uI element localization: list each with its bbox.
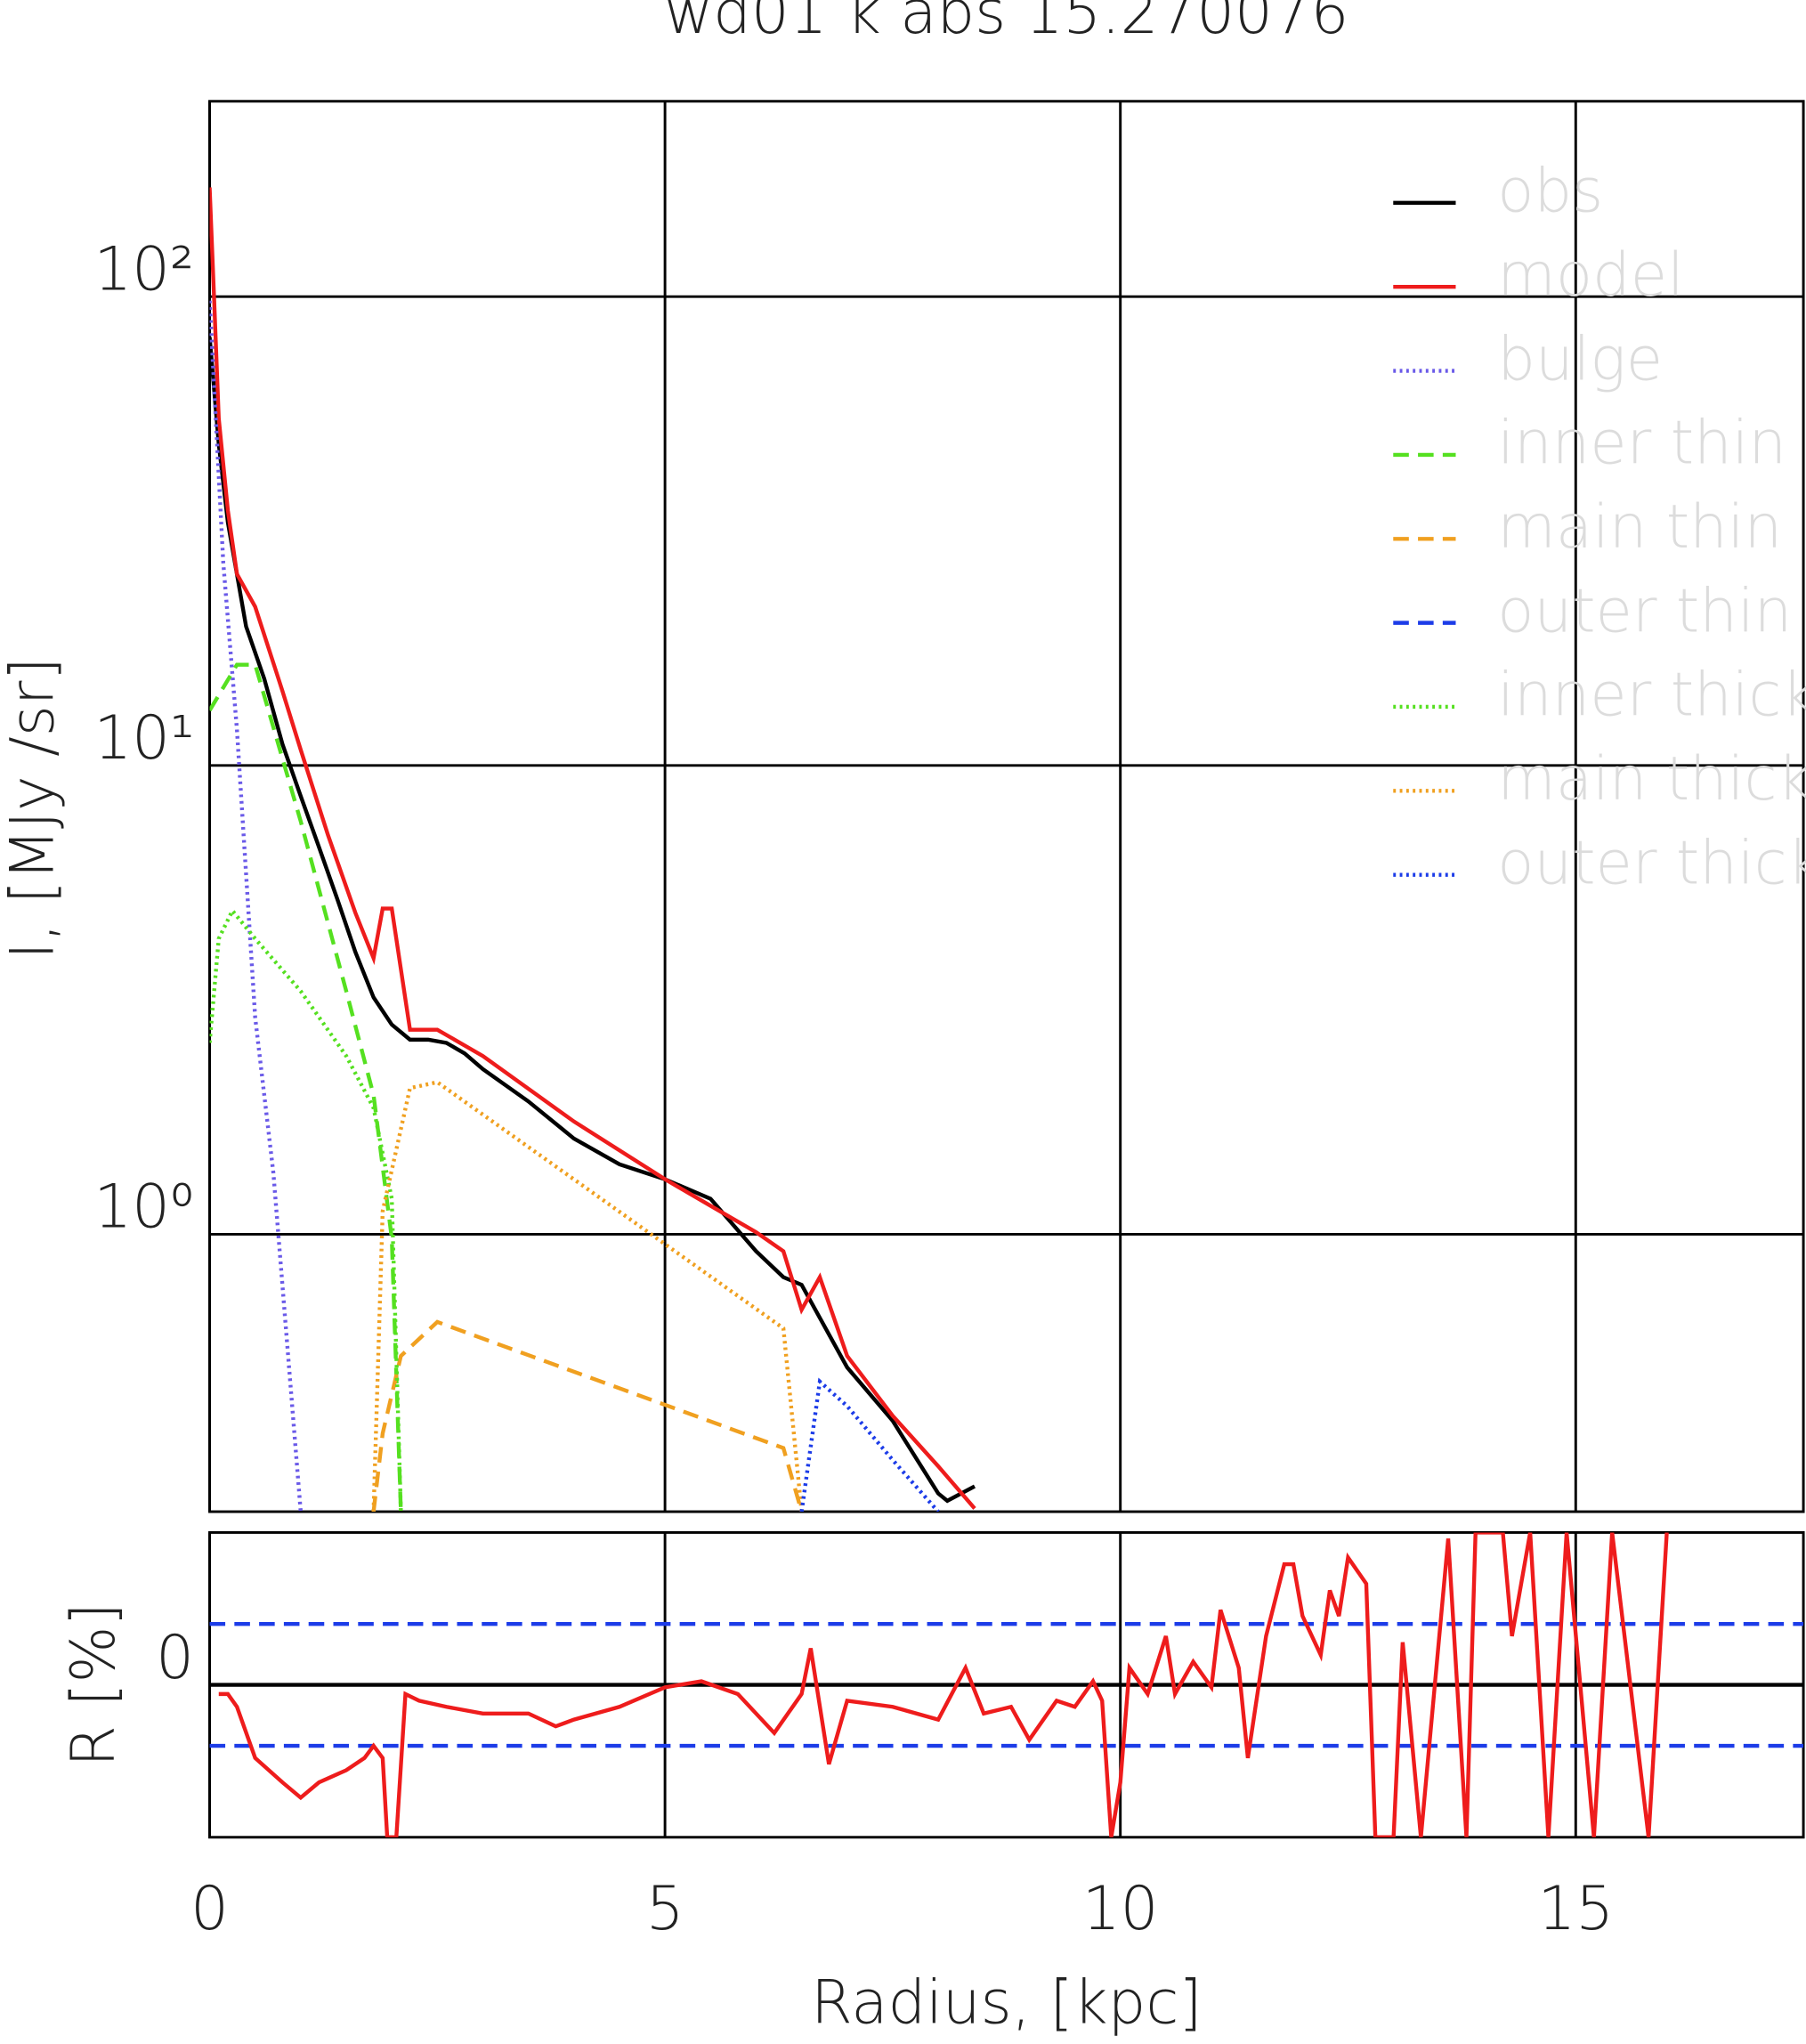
residual-line: [218, 1532, 1669, 1837]
x-tick-label: 10: [1082, 1874, 1159, 1943]
y-axis-label: I, [MJy /sr]: [0, 657, 67, 960]
series-line: [209, 300, 304, 1513]
x-tick-label: 0: [190, 1874, 229, 1943]
series-line: [209, 906, 403, 1513]
series-line: [209, 662, 403, 1513]
y-tick-label: 0: [156, 1623, 194, 1692]
y-tick-label: 10²: [93, 234, 194, 304]
plot-area: [218, 1532, 1669, 1837]
series-line: [209, 187, 976, 1510]
y-tick-label: 10¹: [93, 703, 194, 773]
plot-area: [209, 187, 976, 1513]
legend-label: outer thick: [1497, 828, 1806, 897]
x-axis-label: Radius, [kpc]: [811, 1967, 1203, 2037]
legend-label: bulge: [1497, 324, 1663, 393]
legend-label: model: [1497, 240, 1684, 310]
legend-label: inner thick: [1497, 661, 1806, 730]
legend-label: outer thin: [1497, 576, 1792, 645]
x-tick-label: 15: [1537, 1874, 1614, 1943]
x-tick-label: 5: [646, 1874, 684, 1943]
legend-label: inner thin: [1497, 409, 1786, 478]
legend-label: obs: [1497, 157, 1603, 226]
series-line: [209, 337, 976, 1504]
legend-label: main thin: [1497, 492, 1782, 562]
y-tick-label: 10⁰: [93, 1172, 194, 1242]
chart-title: wd01 k abs 15.270076: [664, 0, 1348, 47]
series-line: [799, 1377, 940, 1513]
legend-label: main thick: [1497, 744, 1806, 814]
residual-y-label: R [%]: [59, 1602, 128, 1767]
series-line: [371, 1319, 804, 1513]
